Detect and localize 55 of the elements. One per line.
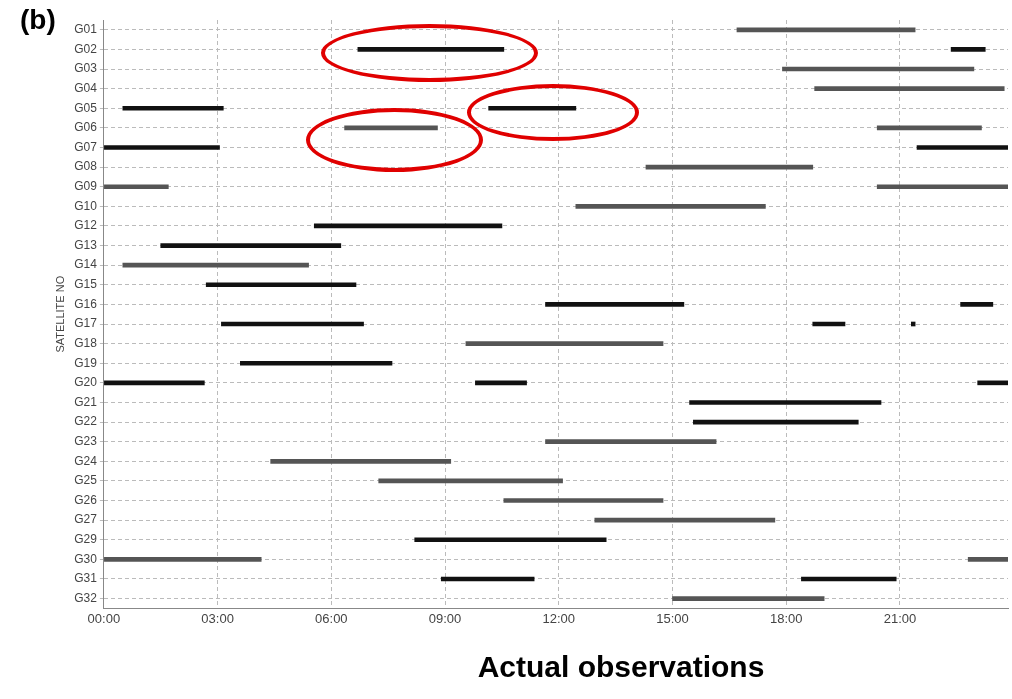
text: Actual observations xyxy=(476,650,766,684)
y-tick-label: G30 xyxy=(74,551,98,566)
bar xyxy=(672,596,825,601)
y-tick-label: G13 xyxy=(74,237,98,252)
y-tick-label: G20 xyxy=(74,375,98,390)
y-tick-label: G21 xyxy=(74,394,98,409)
x-tick-label: 12:00 xyxy=(542,610,576,626)
bar xyxy=(104,557,262,562)
x-tick-label: 09:00 xyxy=(428,610,462,626)
x-tick-label: 00:00 xyxy=(87,610,121,626)
y-tick-label: G24 xyxy=(74,453,98,468)
y-tick-label: G14 xyxy=(74,257,98,272)
text: (b) xyxy=(20,4,56,36)
bar xyxy=(916,145,1008,150)
y-tick-label: G32 xyxy=(74,590,98,605)
bar xyxy=(950,47,986,52)
y-tick-label: G27 xyxy=(74,512,98,527)
y-tick-label: G07 xyxy=(74,139,98,154)
y-tick-label: G17 xyxy=(74,316,98,331)
y-tick-label: G10 xyxy=(74,198,98,213)
bar xyxy=(545,439,717,445)
y-tick-label: G06 xyxy=(74,120,98,135)
x-tick-label: 18:00 xyxy=(769,610,803,626)
bar xyxy=(503,498,664,503)
bar xyxy=(575,204,766,209)
y-tick-label: G09 xyxy=(74,179,98,194)
x-tick-label: 06:00 xyxy=(315,610,348,626)
y-tick-label: G04 xyxy=(74,80,98,95)
y-tick-label: G16 xyxy=(74,296,98,311)
y-tick-label: G15 xyxy=(74,277,98,292)
y-tick-label: G08 xyxy=(74,159,98,174)
y-tick-label: G25 xyxy=(74,473,98,488)
y-tick-label: G22 xyxy=(74,414,98,429)
y-axis-title: SATELLITE NO xyxy=(53,275,66,353)
y-tick-label: G12 xyxy=(74,218,98,233)
bar xyxy=(270,458,452,464)
x-tick-label: 21:00 xyxy=(883,610,917,626)
bar xyxy=(736,27,916,33)
y-tick-label: G18 xyxy=(74,335,98,350)
y-tick-label: G03 xyxy=(74,61,98,76)
y-tick-label: G02 xyxy=(74,41,98,56)
bar xyxy=(488,105,577,111)
y-tick-label: G23 xyxy=(74,434,98,448)
x-tick-label: 03:00 xyxy=(201,610,234,626)
bar xyxy=(814,86,1005,91)
y-tick-label: G29 xyxy=(74,532,98,547)
y-tick-label: G19 xyxy=(74,355,98,370)
x-tick-label: 15:00 xyxy=(656,610,689,626)
y-tick-label: G01 xyxy=(74,22,98,37)
bar xyxy=(960,302,994,307)
bar xyxy=(465,341,664,346)
y-tick-label: G26 xyxy=(74,492,98,507)
y-tick-label: G05 xyxy=(74,100,98,115)
bar xyxy=(104,184,169,190)
y-tick-label: G31 xyxy=(74,571,98,586)
